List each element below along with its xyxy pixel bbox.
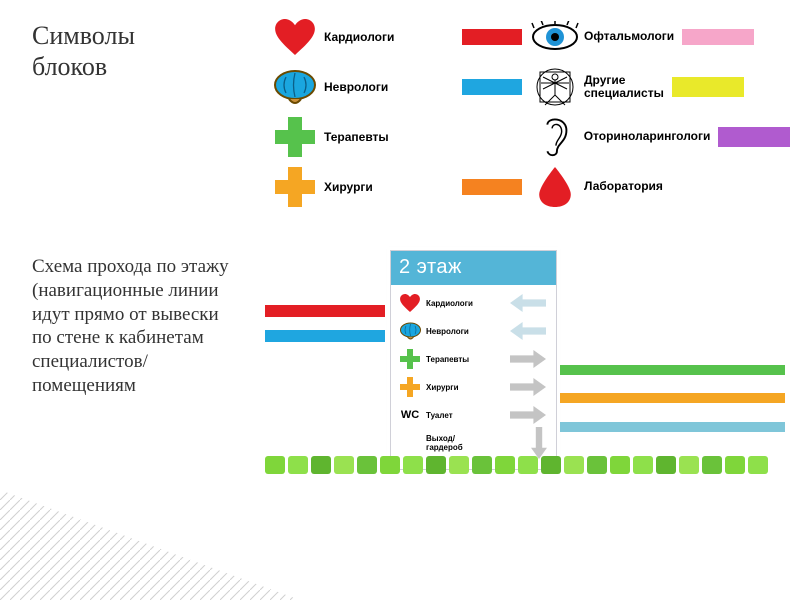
green-segment [656, 456, 676, 474]
green-segment [449, 456, 469, 474]
legend-label: Неврологи [320, 80, 388, 94]
brain-icon [397, 322, 423, 340]
corner-hatch [0, 470, 300, 600]
color-swatch [462, 79, 522, 95]
cross-orange-icon [397, 377, 423, 397]
brain-icon [270, 65, 320, 109]
green-segment [518, 456, 538, 474]
green-segment [541, 456, 561, 474]
nav-line [560, 422, 785, 432]
heart-icon [397, 294, 423, 312]
green-segment [725, 456, 745, 474]
vitruvian-icon [530, 65, 580, 109]
floor-line-green [265, 455, 785, 475]
green-segment [311, 456, 331, 474]
text-wc-icon: WC [397, 409, 423, 421]
legend-row: Хирурги Лаборатория [270, 162, 790, 212]
floor-sign-header: 2 этаж [391, 251, 556, 285]
green-segment [702, 456, 722, 474]
legend-label: Терапевты [320, 130, 389, 144]
sign-row: Хирурги [397, 373, 550, 401]
legend-label: Хирурги [320, 180, 373, 194]
page-title: Символы блоков [32, 20, 212, 82]
sign-label: Кардиологи [423, 299, 486, 308]
color-swatch [718, 127, 790, 147]
arrow-left-icon [486, 322, 550, 340]
legend-label: Другиеспециалисты [580, 74, 664, 100]
green-segment [679, 456, 699, 474]
nav-line [560, 365, 785, 375]
legend-label: Лаборатория [580, 180, 663, 193]
legend-grid: Кардиологи Офтальмологи Неврологи Другие… [270, 12, 790, 212]
nav-line [560, 393, 785, 403]
sign-row: Кардиологи [397, 289, 550, 317]
sign-row: Выход/гардероб [397, 429, 550, 457]
green-segment [610, 456, 630, 474]
green-segment [495, 456, 515, 474]
green-segment [633, 456, 653, 474]
green-segment [748, 456, 768, 474]
green-segment [472, 456, 492, 474]
ear-icon [530, 115, 580, 159]
floor-sign-panel: 2 этаж Кардиологи Неврологи Терапевты Хи… [390, 250, 557, 470]
page: Символы блоков Схема прохода по этажу (н… [0, 0, 800, 600]
color-swatch [682, 29, 754, 45]
green-segment [380, 456, 400, 474]
sign-label: Туалет [423, 411, 486, 420]
nav-line [265, 305, 385, 317]
green-segment [334, 456, 354, 474]
heart-icon [270, 15, 320, 59]
sign-label: Терапевты [423, 355, 486, 364]
legend-row: Неврологи Другиеспециалисты [270, 62, 790, 112]
green-segment [587, 456, 607, 474]
eye-icon [530, 15, 580, 59]
legend-label: Кардиологи [320, 30, 394, 44]
sign-label: Хирурги [423, 383, 486, 392]
floor-sign-body: Кардиологи Неврологи Терапевты Хирурги W… [391, 285, 556, 461]
legend-row: Терапевты Оториноларингологи [270, 112, 790, 162]
color-swatch [672, 77, 744, 97]
page-description: Схема прохода по этажу (навигационные ли… [32, 255, 242, 398]
green-segment [426, 456, 446, 474]
green-segment [357, 456, 377, 474]
legend-label: Офтальмологи [580, 30, 674, 43]
arrow-right-icon [486, 406, 550, 424]
sign-row: Терапевты [397, 345, 550, 373]
legend-row: Кардиологи Офтальмологи [270, 12, 790, 62]
cross-green-icon [397, 349, 423, 369]
green-segment [564, 456, 584, 474]
sign-label: Неврологи [423, 327, 486, 336]
green-segment [403, 456, 423, 474]
cross-green-icon [270, 115, 320, 159]
legend-label: Оториноларингологи [580, 130, 711, 143]
arrow-right-icon [486, 350, 550, 368]
color-swatch [462, 179, 522, 195]
sign-row: Неврологи [397, 317, 550, 345]
drop-icon [530, 165, 580, 209]
arrow-right-icon [486, 378, 550, 396]
sign-row: WC Туалет [397, 401, 550, 429]
color-swatch [462, 29, 522, 45]
cross-orange-icon [270, 165, 320, 209]
arrow-left-icon [486, 294, 550, 312]
sign-label: Выход/гардероб [423, 434, 486, 452]
nav-line [265, 330, 385, 342]
